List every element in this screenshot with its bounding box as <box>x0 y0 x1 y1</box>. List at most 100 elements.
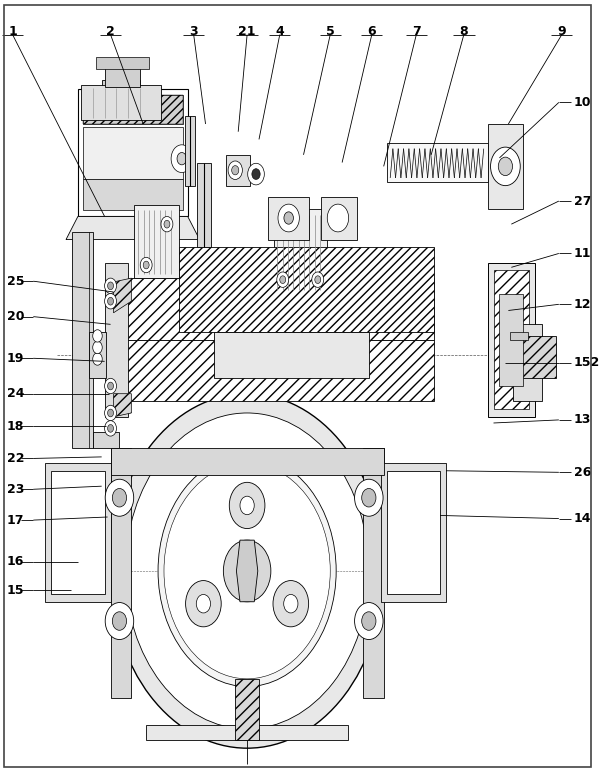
Circle shape <box>284 594 298 613</box>
Text: 21: 21 <box>238 25 256 39</box>
Polygon shape <box>146 725 348 740</box>
Circle shape <box>125 413 369 729</box>
Circle shape <box>355 602 383 639</box>
Bar <box>102 80 140 90</box>
Circle shape <box>252 169 260 179</box>
Text: 24: 24 <box>7 388 24 400</box>
Text: 27: 27 <box>574 195 591 208</box>
Bar <box>517 336 556 378</box>
Circle shape <box>312 272 324 287</box>
Text: 10: 10 <box>574 96 591 109</box>
Polygon shape <box>72 232 93 448</box>
Bar <box>274 208 327 293</box>
Bar <box>96 57 149 69</box>
Text: 5: 5 <box>326 25 335 39</box>
Circle shape <box>223 540 271 601</box>
Text: 20: 20 <box>7 310 24 323</box>
Circle shape <box>108 382 114 390</box>
Text: 14: 14 <box>574 512 591 525</box>
Polygon shape <box>117 340 434 401</box>
Polygon shape <box>387 471 440 594</box>
Circle shape <box>105 378 117 394</box>
Text: 12: 12 <box>574 298 591 311</box>
Text: 13: 13 <box>574 414 591 426</box>
Circle shape <box>108 409 114 417</box>
Circle shape <box>240 496 254 515</box>
Text: 19: 19 <box>7 352 24 364</box>
Circle shape <box>161 216 173 232</box>
Bar <box>268 197 309 239</box>
Circle shape <box>228 161 243 179</box>
Circle shape <box>186 581 221 627</box>
Circle shape <box>143 261 149 269</box>
Circle shape <box>164 463 330 679</box>
Bar <box>387 144 488 181</box>
Circle shape <box>113 611 126 630</box>
Text: 6: 6 <box>367 25 376 39</box>
Polygon shape <box>93 432 119 448</box>
Circle shape <box>113 489 126 507</box>
Bar <box>105 68 140 87</box>
Bar <box>235 679 259 740</box>
Bar <box>88 332 106 378</box>
Circle shape <box>108 282 114 290</box>
Circle shape <box>93 353 102 365</box>
Circle shape <box>93 341 102 354</box>
Polygon shape <box>105 262 128 417</box>
Text: 9: 9 <box>557 25 566 39</box>
Text: 18: 18 <box>7 419 24 432</box>
Circle shape <box>105 293 117 309</box>
Text: 8: 8 <box>460 25 468 39</box>
Polygon shape <box>111 448 384 475</box>
Circle shape <box>229 482 265 529</box>
Text: 11: 11 <box>574 247 591 260</box>
Circle shape <box>499 157 512 175</box>
Polygon shape <box>117 278 434 340</box>
Circle shape <box>247 164 264 185</box>
Circle shape <box>315 276 321 283</box>
Text: 25: 25 <box>7 275 24 288</box>
Bar <box>134 205 179 278</box>
Polygon shape <box>114 394 131 417</box>
Bar <box>226 155 250 185</box>
Bar <box>321 197 357 239</box>
Circle shape <box>355 479 383 516</box>
Circle shape <box>362 611 376 630</box>
Circle shape <box>164 220 170 228</box>
Bar <box>510 332 528 340</box>
Bar <box>83 95 183 124</box>
Circle shape <box>280 276 286 283</box>
Polygon shape <box>45 463 111 601</box>
Polygon shape <box>381 463 446 601</box>
Text: 23: 23 <box>7 482 24 496</box>
Polygon shape <box>214 332 369 378</box>
Circle shape <box>105 421 117 436</box>
Text: 3: 3 <box>189 25 198 39</box>
Text: 7: 7 <box>412 25 420 39</box>
Bar <box>197 163 212 247</box>
Bar <box>81 86 161 120</box>
Polygon shape <box>66 216 200 239</box>
Polygon shape <box>363 448 384 698</box>
Bar <box>108 74 134 80</box>
Circle shape <box>284 212 293 224</box>
Bar <box>83 179 183 210</box>
Text: 17: 17 <box>7 513 24 527</box>
Text: 16: 16 <box>7 555 24 568</box>
Text: 26: 26 <box>574 466 591 479</box>
Circle shape <box>105 479 134 516</box>
Circle shape <box>105 405 117 421</box>
Circle shape <box>232 166 239 174</box>
Bar <box>488 124 523 208</box>
Circle shape <box>108 297 114 305</box>
Circle shape <box>108 425 114 432</box>
Polygon shape <box>51 471 105 594</box>
Circle shape <box>140 257 152 273</box>
Bar <box>83 95 183 124</box>
Circle shape <box>277 272 289 287</box>
Text: 1: 1 <box>8 25 17 39</box>
Bar <box>488 262 535 417</box>
Polygon shape <box>114 278 131 313</box>
Bar <box>83 127 183 179</box>
Bar <box>512 324 542 401</box>
